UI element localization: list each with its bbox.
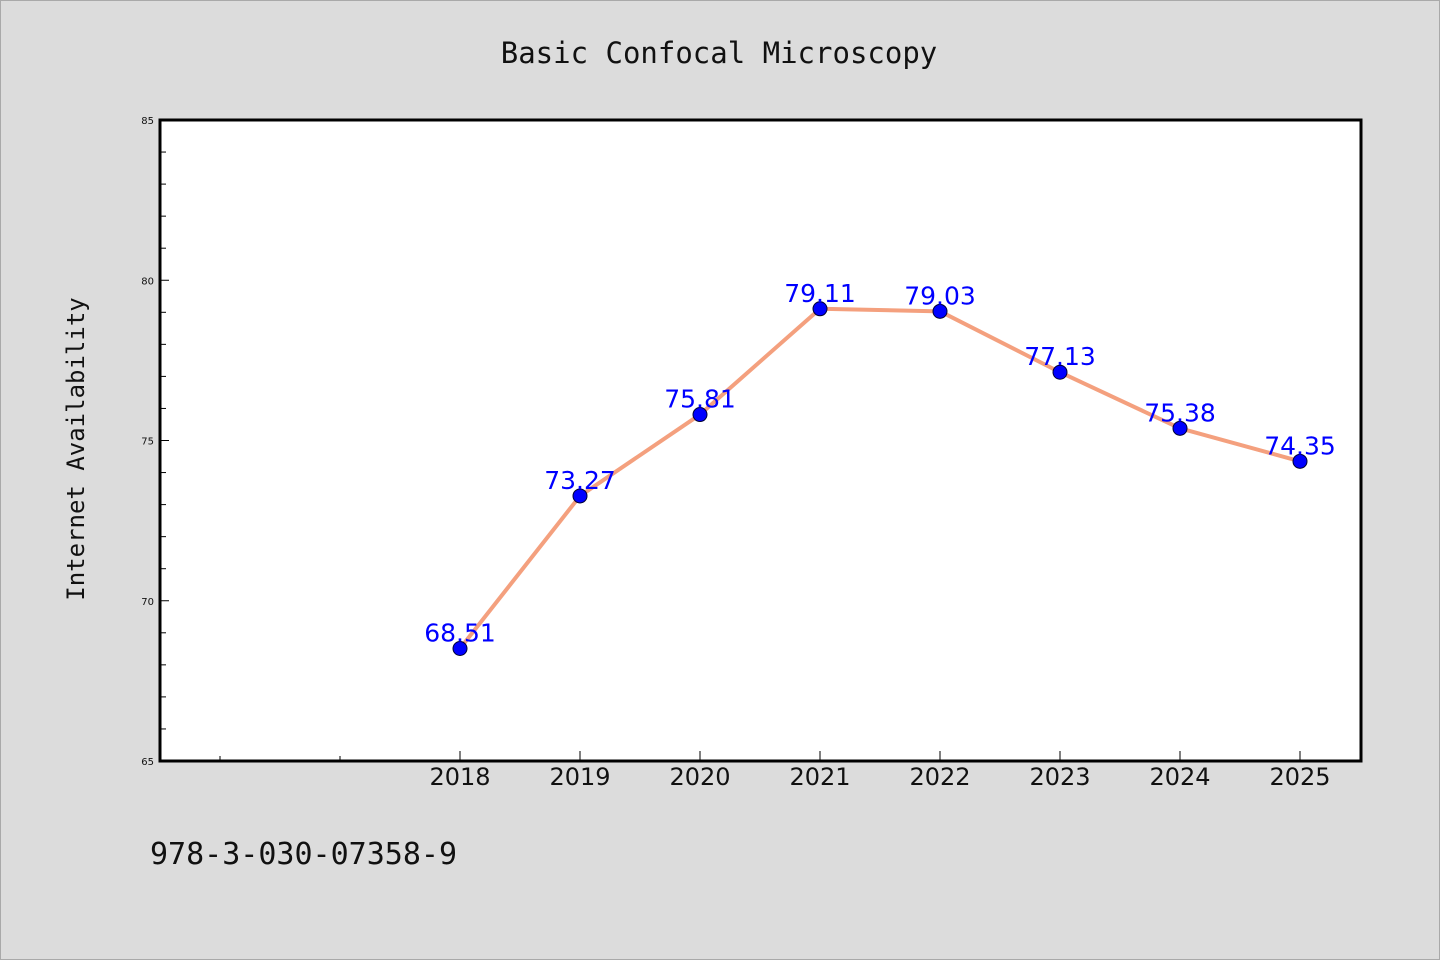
data-label: 79.11 xyxy=(784,279,856,308)
y-tick-label: 65 xyxy=(141,757,154,768)
data-label: 73.27 xyxy=(544,466,616,495)
data-label: 74.35 xyxy=(1264,431,1336,460)
data-point xyxy=(1052,364,1068,380)
x-tick-label: 2020 xyxy=(669,763,730,791)
data-point xyxy=(812,301,828,317)
series-line xyxy=(458,306,1302,651)
data-label: 75.81 xyxy=(664,385,736,414)
x-tick-label: 2025 xyxy=(1269,763,1330,791)
x-tick-label: 2021 xyxy=(789,763,850,791)
y-axis-label: Internet Availability xyxy=(62,297,90,600)
data-point xyxy=(572,488,588,504)
x-tick-label: 2022 xyxy=(909,763,970,791)
x-tick-label: 2024 xyxy=(1149,763,1210,791)
chart-title: Basic Confocal Microscopy xyxy=(501,36,938,70)
data-point xyxy=(1172,420,1188,436)
data-point xyxy=(692,407,708,423)
y-tick-label: 75 xyxy=(141,437,154,448)
plot-area xyxy=(158,118,1363,763)
data-label: 79.03 xyxy=(904,281,976,310)
y-tick-label: 70 xyxy=(141,597,154,608)
y-axis-ticks: 65 70 75 80 85 xyxy=(141,116,169,768)
x-axis-ticks: 2018 2019 2020 2021 2022 2023 2024 2025 xyxy=(219,751,1331,791)
data-labels: 68.51 73.27 75.81 79.11 79.03 77.13 75.38 74.35 xyxy=(424,279,1336,648)
series-line-group xyxy=(458,306,1302,651)
x-tick-label: 2019 xyxy=(549,763,610,791)
data-point xyxy=(452,641,468,657)
data-label: 75.38 xyxy=(1144,398,1216,427)
y-tick-label: 85 xyxy=(141,116,154,127)
data-label: 77.13 xyxy=(1024,342,1096,371)
data-point xyxy=(932,303,948,319)
data-label: 68.51 xyxy=(424,619,496,648)
series-markers xyxy=(452,301,1308,657)
x-tick-label: 2018 xyxy=(429,763,490,791)
isbn-footer: 978-3-030-07358-9 xyxy=(150,837,457,872)
data-point xyxy=(1292,453,1308,469)
y-tick-label: 80 xyxy=(141,276,154,287)
x-tick-label: 2023 xyxy=(1029,763,1090,791)
